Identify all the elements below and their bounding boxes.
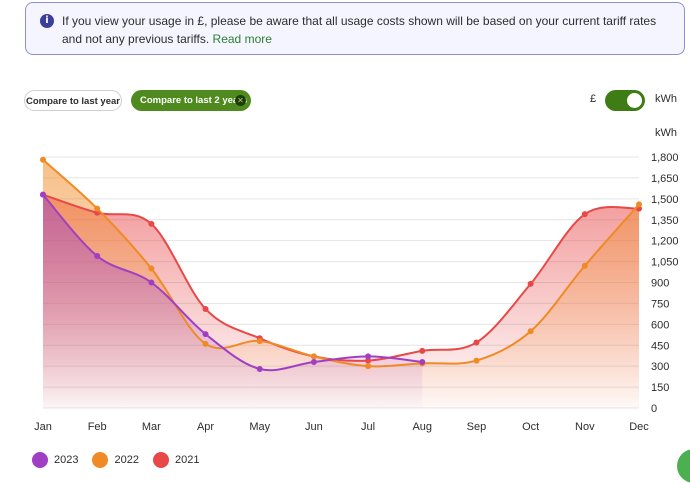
- y-tick-label: 450: [651, 340, 669, 352]
- legend-swatch: [152, 452, 169, 468]
- notice-message: If you view your usage in £, please be a…: [62, 12, 674, 48]
- x-tick-label: Jul: [361, 421, 375, 433]
- data-point-2021[interactable]: [419, 347, 426, 354]
- series-area-2023: [43, 194, 423, 408]
- data-point-2023[interactable]: [419, 358, 426, 365]
- data-point-2021[interactable]: [473, 339, 480, 346]
- close-icon[interactable]: ✕: [235, 95, 246, 106]
- y-tick-label: 900: [651, 278, 669, 290]
- x-tick-label: Aug: [412, 421, 432, 433]
- x-tick-label: Jan: [34, 421, 52, 433]
- x-tick-label: Oct: [522, 421, 539, 433]
- data-point-2022[interactable]: [636, 201, 642, 208]
- x-tick-label: May: [249, 421, 270, 433]
- unit-toggle[interactable]: [605, 90, 645, 111]
- data-point-2023[interactable]: [365, 353, 372, 360]
- data-point-2022[interactable]: [310, 353, 317, 360]
- legend-item-2023[interactable]: 2023: [32, 451, 78, 469]
- data-point-2021[interactable]: [527, 280, 534, 287]
- x-tick-label: Dec: [629, 421, 649, 433]
- data-point-2021[interactable]: [581, 211, 588, 218]
- data-point-2023[interactable]: [310, 358, 317, 365]
- unit-kwh-label: kWh: [655, 93, 677, 105]
- data-point-2022[interactable]: [365, 363, 372, 370]
- y-axis-unit-label: kWh: [655, 127, 677, 139]
- y-tick-label: 1,800: [651, 152, 679, 164]
- y-tick-label: 1,050: [651, 257, 679, 269]
- chart-legend: 2023 2022 2021: [32, 451, 199, 469]
- usage-chart: 0 150 300 450 600 750 900 1,050 1,200 1,350 1,500 1…: [34, 127, 679, 433]
- data-point-2023[interactable]: [94, 253, 101, 260]
- legend-item-2022[interactable]: 2022: [92, 451, 139, 469]
- data-point-2022[interactable]: [581, 262, 588, 269]
- data-point-2022[interactable]: [40, 156, 46, 163]
- data-point-2022[interactable]: [527, 328, 534, 335]
- x-tick-label: Jun: [305, 421, 323, 433]
- data-point-2023[interactable]: [256, 365, 263, 372]
- unit-gbp-label: £: [590, 93, 597, 105]
- legend-label: 2022: [114, 454, 139, 466]
- data-point-2022[interactable]: [202, 340, 209, 347]
- data-point-2023[interactable]: [40, 191, 46, 198]
- data-point-2022[interactable]: [256, 338, 263, 345]
- data-point-2023[interactable]: [148, 279, 155, 286]
- y-tick-label: 300: [651, 361, 669, 373]
- y-tick-label: 600: [651, 319, 669, 331]
- y-tick-label: 1,650: [651, 173, 679, 185]
- data-point-2022[interactable]: [148, 265, 155, 272]
- y-tick-label: 150: [651, 382, 669, 394]
- y-tick-label: 1,350: [651, 215, 679, 227]
- y-tick-label: 0: [651, 403, 657, 415]
- x-tick-label: Nov: [575, 421, 595, 433]
- compare-last-2-years-button[interactable]: Compare to last 2 years ✕: [131, 90, 251, 111]
- legend-item-2021[interactable]: 2021: [152, 451, 200, 469]
- toggle-knob: [627, 93, 642, 108]
- legend-label: 2021: [174, 454, 200, 466]
- info-icon: i: [40, 14, 54, 28]
- data-point-2021[interactable]: [365, 357, 372, 364]
- x-tick-label: Feb: [88, 421, 107, 433]
- series-line-2022: [42, 159, 640, 368]
- y-tick-label: 1,500: [651, 194, 679, 206]
- read-more-link[interactable]: Read more: [212, 32, 272, 46]
- compare-last-2-years-label: Compare to last 2 years: [140, 95, 248, 106]
- x-tick-label: Apr: [197, 421, 214, 433]
- x-tick-label: Sep: [467, 421, 487, 433]
- compare-last-year-button[interactable]: Compare to last year: [24, 90, 122, 111]
- data-point-2023[interactable]: [202, 331, 209, 338]
- y-tick-label: 750: [651, 298, 669, 310]
- usage-cost-notice: i If you view your usage in £, please be…: [25, 2, 685, 55]
- notice-text: If you view your usage in £, please be a…: [62, 14, 657, 46]
- chat-fab-button[interactable]: [677, 449, 690, 483]
- legend-swatch: [92, 452, 109, 468]
- y-tick-label: 1,200: [651, 236, 679, 248]
- data-point-2021[interactable]: [148, 220, 155, 227]
- data-point-2021[interactable]: [202, 305, 209, 312]
- data-point-2022[interactable]: [94, 205, 101, 212]
- legend-swatch: [32, 452, 48, 468]
- legend-label: 2023: [54, 454, 79, 466]
- data-point-2022[interactable]: [473, 357, 480, 364]
- x-tick-label: Mar: [142, 421, 161, 433]
